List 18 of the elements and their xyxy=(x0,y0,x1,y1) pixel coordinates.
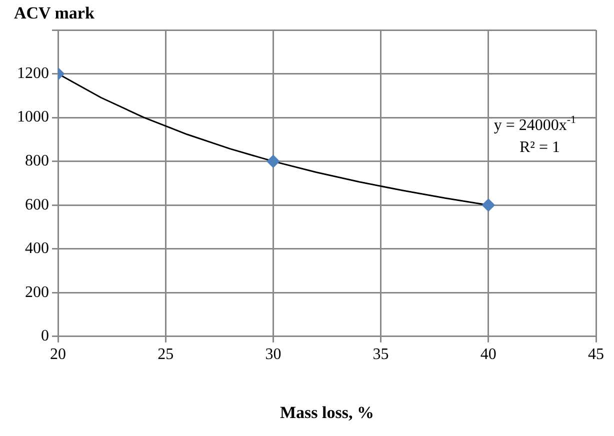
y-tick-label: 0 xyxy=(41,328,49,345)
x-axis-title: Mass loss, % xyxy=(280,403,374,422)
point xyxy=(482,198,495,212)
y-tick-label: 400 xyxy=(25,240,49,258)
y-tick-label: 600 xyxy=(25,196,49,214)
x-tick-label: 45 xyxy=(588,346,604,364)
y-tick-label: 200 xyxy=(25,284,49,301)
x-tick-label: 30 xyxy=(265,346,282,364)
y-tick-label: 1200 xyxy=(17,64,49,82)
y-tick-label: 1000 xyxy=(17,108,49,126)
x-tick-label: 20 xyxy=(50,346,66,364)
y-axis-title: ACV mark xyxy=(14,3,95,22)
annotation: R² = 1 xyxy=(520,139,560,156)
point xyxy=(266,154,280,168)
x-tick-label: 40 xyxy=(480,346,496,364)
x-tick-label: 35 xyxy=(372,346,389,364)
y-tick-label: 800 xyxy=(25,152,49,170)
x-tick-label: 25 xyxy=(158,346,174,364)
